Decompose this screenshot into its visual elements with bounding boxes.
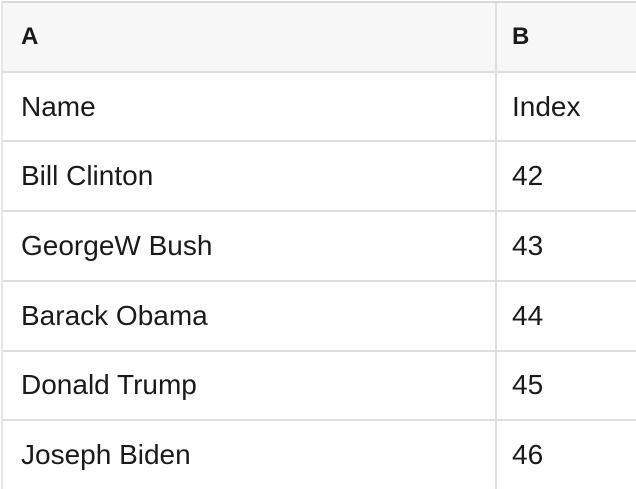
cell-name[interactable]: GeorgeW Bush bbox=[3, 212, 497, 280]
column-header-b[interactable]: B bbox=[512, 22, 530, 50]
table-row: GeorgeW Bush 43 bbox=[3, 212, 636, 282]
cell-index[interactable]: 44 bbox=[512, 299, 544, 331]
table-row: Donald Trump 45 bbox=[3, 351, 636, 422]
cell-index[interactable]: 43 bbox=[512, 230, 544, 262]
cell-name[interactable]: Barack Obama bbox=[3, 281, 497, 350]
cell-name[interactable]: Name bbox=[3, 72, 497, 141]
cell-name[interactable]: Joseph Biden bbox=[3, 421, 497, 489]
table-row: Barack Obama 44 bbox=[3, 281, 636, 352]
table-row: Name Index bbox=[3, 72, 636, 143]
table-row: Joseph Biden 46 bbox=[3, 421, 636, 489]
column-header-a[interactable]: A bbox=[3, 3, 497, 71]
cell-index[interactable]: 42 bbox=[512, 160, 544, 192]
column-header-row: A B bbox=[3, 3, 636, 73]
cell-index[interactable]: 45 bbox=[512, 369, 544, 401]
cell-index[interactable]: 46 bbox=[512, 439, 544, 471]
cell-index[interactable]: Index bbox=[512, 90, 581, 122]
cell-name[interactable]: Bill Clinton bbox=[3, 142, 497, 211]
cell-name[interactable]: Donald Trump bbox=[3, 351, 497, 420]
table-row: Bill Clinton 42 bbox=[3, 142, 636, 213]
